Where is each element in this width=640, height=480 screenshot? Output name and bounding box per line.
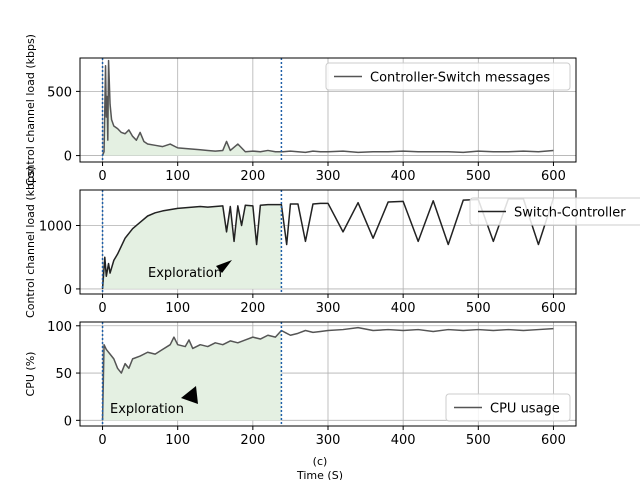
legend-box — [469, 197, 640, 226]
x-tick-label: 500 — [466, 433, 491, 448]
y-axis-label: Control channel load (kbps) — [24, 166, 37, 318]
y-tick-label: 100 — [47, 320, 72, 335]
x-tick-label: 300 — [316, 301, 341, 316]
series-line — [101, 326, 554, 421]
x-tick-label: 600 — [541, 169, 566, 184]
chart-panel-c: 0 100 200 300 400 500 600 0 50 100 CPU (%) CPU usag… — [24, 320, 577, 480]
x-tick-label: 400 — [391, 169, 416, 184]
annotation-label: Exploration — [148, 266, 222, 281]
legend: Switch-Controller — [469, 197, 640, 226]
x-tick-label: 500 — [466, 301, 491, 316]
x-tick-label: 200 — [240, 169, 265, 184]
legend-box — [445, 393, 571, 422]
x-tick-label: 500 — [466, 169, 491, 184]
x-tick-label: 0 — [98, 169, 106, 184]
exploration-shade — [102, 204, 282, 289]
annotation-arrow — [216, 260, 232, 273]
x-tick-label: 600 — [541, 433, 566, 448]
legend: Controller-Switch messages — [325, 62, 571, 91]
x-tick-label: 100 — [165, 169, 190, 184]
x-tick-label: 600 — [541, 301, 566, 316]
x-tick-label: 200 — [240, 301, 265, 316]
y-axis-label: CPU (%) — [24, 352, 37, 397]
x-tick-label: 400 — [391, 301, 416, 316]
x-tick-label: 300 — [316, 433, 341, 448]
legend: CPU usage — [445, 393, 571, 422]
chart-panel-a: 0 100 200 300 400 500 600 0 500 Control channel l… — [24, 34, 577, 186]
series-line — [101, 198, 555, 289]
legend-label: CPU usage — [490, 402, 560, 417]
x-tick-label: 100 — [165, 433, 190, 448]
annotation-arrow — [181, 386, 198, 404]
series-line — [101, 59, 554, 156]
y-tick-label: 0 — [64, 414, 72, 429]
y-tick-label: 500 — [47, 85, 72, 100]
x-tick-label: 300 — [316, 169, 341, 184]
x-tick-label: 200 — [240, 433, 265, 448]
y-tick-label: 1000 — [39, 220, 72, 235]
x-tick-label: 400 — [391, 433, 416, 448]
x-axis-label: Time (S) — [296, 469, 343, 480]
y-axis-label: Control channel load (kbps) — [24, 34, 37, 186]
x-tick-label: 100 — [165, 301, 190, 316]
legend-label: Switch-Controller — [514, 206, 626, 221]
exploration-shade — [102, 60, 282, 156]
legend-box — [325, 62, 571, 91]
x-tick-label: 0 — [98, 301, 106, 316]
y-tick-label: 0 — [64, 283, 72, 298]
x-tick-label: 0 — [98, 433, 106, 448]
y-tick-label: 0 — [64, 150, 72, 165]
annotation-label: Exploration — [110, 402, 184, 417]
panel-caption: (c) — [313, 455, 328, 468]
y-tick-label: 50 — [55, 367, 72, 382]
legend-label: Controller-Switch messages — [370, 71, 550, 86]
